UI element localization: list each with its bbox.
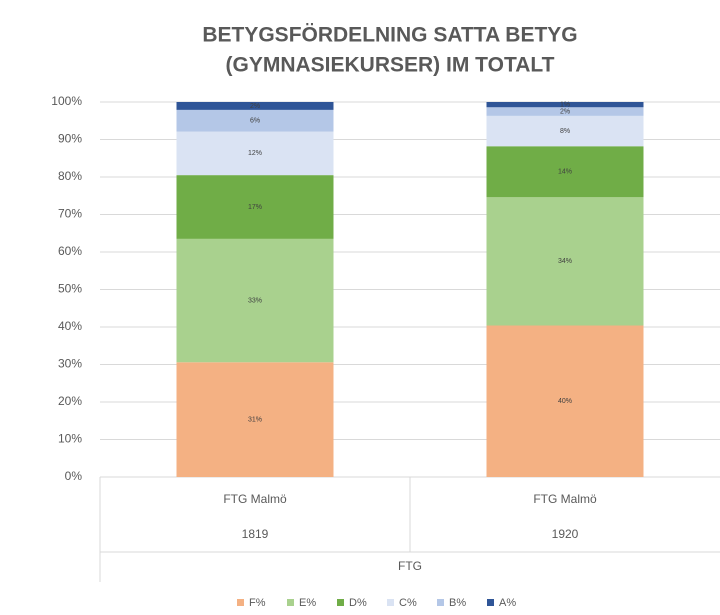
data-label: 1% — [560, 101, 570, 108]
bar-segment — [176, 175, 334, 239]
data-label: 2% — [560, 108, 570, 115]
y-tick-label: 100% — [51, 94, 82, 108]
legend-label: B% — [449, 597, 466, 609]
y-tick-label: 90% — [58, 132, 82, 146]
data-label: 6% — [250, 118, 260, 125]
bar-segment — [486, 146, 644, 198]
y-tick-label: 20% — [58, 394, 82, 408]
data-label: 34% — [558, 258, 572, 265]
bar-segment — [176, 131, 334, 176]
data-label: 8% — [560, 128, 570, 135]
data-label: 2% — [250, 103, 260, 110]
y-tick-label: 60% — [58, 244, 82, 258]
y-tick-label: 30% — [58, 357, 82, 371]
y-tick-label: 50% — [58, 282, 82, 296]
bar-segment — [486, 107, 644, 116]
x-subtick-label: 1920 — [552, 527, 579, 541]
bar-segment — [176, 238, 334, 363]
legend-swatch — [287, 599, 294, 606]
data-label: 14% — [558, 169, 572, 176]
bar-segment — [176, 109, 334, 132]
legend-swatch — [487, 599, 494, 606]
legend-label: E% — [299, 597, 316, 609]
x-subtick-label: 1819 — [242, 527, 269, 541]
legend-swatch — [337, 599, 344, 606]
legend-label: A% — [499, 597, 516, 609]
legend-label: D% — [349, 597, 367, 609]
bar-segment — [486, 115, 644, 147]
x-tick-label: FTG Malmö — [223, 492, 287, 506]
y-tick-label: 80% — [58, 169, 82, 183]
data-label: 12% — [248, 150, 262, 157]
bar-segment — [486, 102, 644, 108]
data-label: 31% — [248, 416, 262, 423]
y-tick-label: 0% — [65, 469, 83, 483]
legend-label: F% — [249, 597, 266, 609]
legend-swatch — [237, 599, 244, 606]
chart-title: (GYMNASIEKURSER) IM TOTALT — [226, 54, 555, 77]
y-tick-label: 10% — [58, 432, 82, 446]
bar-segment — [176, 102, 334, 110]
legend-swatch — [387, 599, 394, 606]
group-label: FTG — [398, 559, 422, 573]
y-tick-label: 40% — [58, 319, 82, 333]
y-tick-label: 70% — [58, 207, 82, 221]
legend-swatch — [437, 599, 444, 606]
bar-segment — [176, 362, 334, 477]
bar-segment — [486, 197, 644, 326]
data-label: 33% — [248, 297, 262, 304]
chart-title: BETYGSFÖRDELNING SATTA BETYG — [202, 24, 577, 47]
bar-segment — [486, 325, 644, 477]
legend-label: C% — [399, 597, 417, 609]
data-label: 40% — [558, 398, 572, 405]
x-tick-label: FTG Malmö — [533, 492, 597, 506]
data-label: 17% — [248, 204, 262, 211]
